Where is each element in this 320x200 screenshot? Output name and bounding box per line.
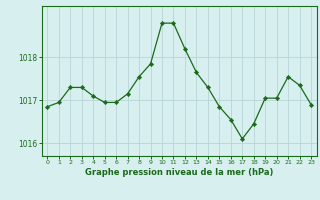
- X-axis label: Graphe pression niveau de la mer (hPa): Graphe pression niveau de la mer (hPa): [85, 168, 273, 177]
